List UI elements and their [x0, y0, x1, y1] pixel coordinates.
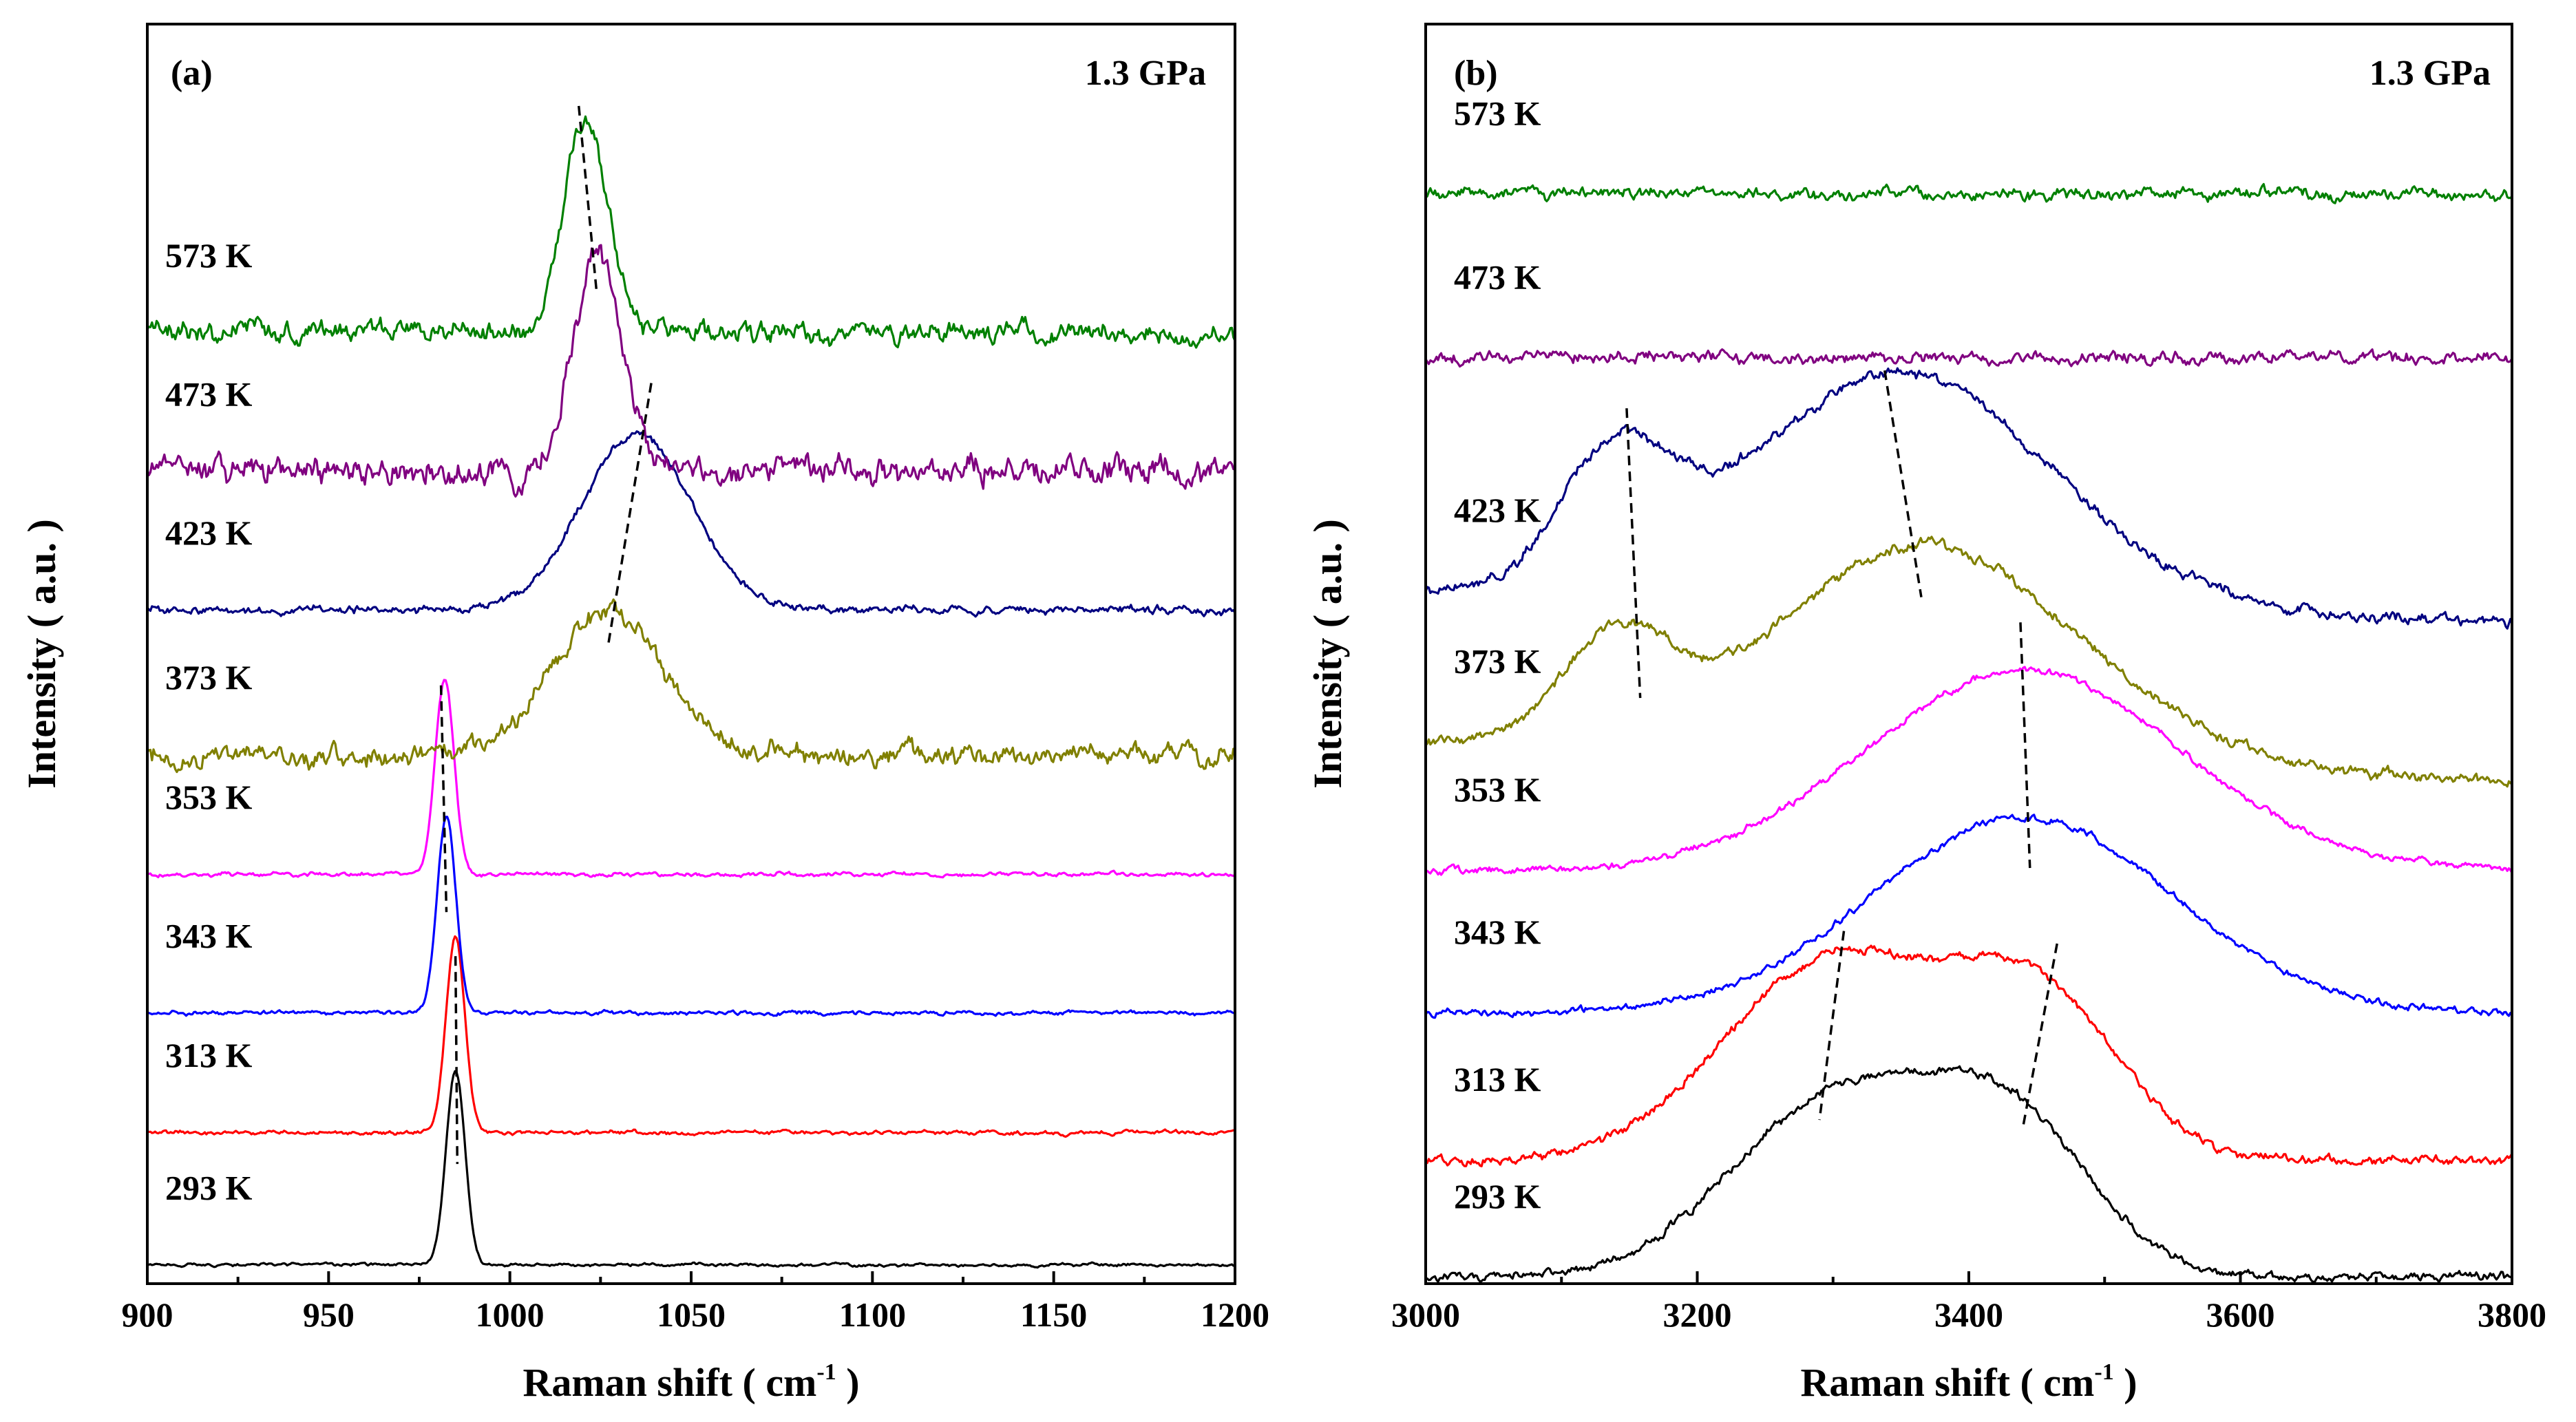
series-line: [146, 430, 1236, 618]
panel-b-traces: [1424, 182, 2513, 1284]
panel-b-frame: [1424, 23, 2513, 1285]
series-line: [1424, 367, 2513, 630]
x-tick-label: 3400: [1934, 1295, 2003, 1334]
series-label: 293 K: [165, 1168, 253, 1207]
x-tick-label: 3600: [2206, 1295, 2275, 1334]
peak-shift-guide: [2019, 622, 2031, 869]
panel-b-x-axis-label: Raman shift ( cm-1 ): [1800, 1359, 2137, 1405]
peak-shift-guide: [1883, 370, 1923, 597]
series-label: 423 K: [165, 513, 253, 552]
x-tick-label: 950: [303, 1295, 355, 1334]
series-line: [147, 816, 1236, 1017]
series-line: [147, 679, 1236, 879]
panel-a-traces: [146, 115, 1236, 1269]
peak-shift-guide: [1818, 931, 1846, 1121]
x-tick-label: 1050: [657, 1295, 726, 1334]
peak-shift-guide: [1625, 408, 1642, 699]
series-label: 573 K: [1454, 94, 1541, 132]
series-label: 473 K: [1454, 257, 1541, 296]
series-line: [1424, 182, 2513, 204]
panel-a-guides: [439, 105, 653, 1165]
series-line: [1425, 535, 2513, 788]
panel-b-x-ticks: 3000 3200 3400 3600 3800: [1391, 1271, 2546, 1334]
x-tick-label: 1100: [839, 1295, 906, 1334]
series-line: [1425, 666, 2513, 876]
x-tick-label: 3200: [1663, 1295, 1732, 1334]
series-line: [146, 598, 1236, 774]
panel-a-trace-labels: 293 K 313 K 343 K 353 K 373 K 423 K 473 K 573 K: [165, 236, 253, 1207]
x-tick-label: 900: [122, 1295, 173, 1334]
peak-shift-guide: [439, 685, 448, 913]
series-label: 343 K: [1454, 913, 1541, 951]
panel-b-guides: [1625, 370, 2058, 1127]
x-tick-label: 1000: [476, 1295, 545, 1334]
panel-a-pressure-annotation: 1.3 GPa: [1085, 54, 1206, 93]
series-label: 373 K: [1454, 641, 1541, 680]
series-line: [146, 244, 1236, 498]
series-label: 373 K: [165, 658, 253, 697]
series-label: 423 K: [1454, 491, 1541, 529]
series-line: [1424, 348, 2513, 368]
panel-b-trace-labels: 293 K 313 K 343 K 353 K 373 K 423 K 473 K 573 K: [1454, 94, 1541, 1216]
series-line: [147, 935, 1236, 1138]
x-tick-label: 1200: [1201, 1295, 1269, 1334]
panel-a-x-ticks: 900 950 1000 1050 1100 1150 1200: [122, 1271, 1269, 1334]
series-label: 473 K: [165, 374, 253, 413]
panel-b: 293 K 313 K 343 K 353 K 373 K 423 K 473 K 573 K…: [1305, 23, 2546, 1405]
series-line: [147, 1070, 1235, 1269]
peak-shift-guide: [454, 956, 459, 1165]
series-label: 353 K: [1454, 770, 1541, 809]
panel-a-x-axis-label: Raman shift ( cm-1 ): [522, 1359, 859, 1405]
x-tick-label: 3000: [1391, 1295, 1460, 1334]
series-label: 293 K: [1454, 1177, 1541, 1216]
x-tick-label: 3800: [2478, 1295, 2546, 1334]
panel-b-y-axis-label: Intensity ( a.u. ): [1305, 519, 1350, 789]
series-label: 313 K: [165, 1036, 253, 1074]
series-label: 313 K: [1454, 1060, 1541, 1099]
x-tick-label: 1150: [1020, 1295, 1087, 1334]
series-line: [1425, 944, 2513, 1167]
peak-shift-guide: [606, 383, 653, 648]
series-label: 573 K: [165, 236, 253, 275]
series-label: 343 K: [165, 916, 253, 955]
series-line: [1425, 1065, 2513, 1284]
panel-a-y-axis-label: Intensity ( a.u. ): [19, 519, 64, 789]
panel-a-frame: [146, 23, 1236, 1285]
series-line: [1424, 814, 2513, 1019]
peak-shift-guide: [2022, 943, 2058, 1127]
panel-b-pressure-annotation: 1.3 GPa: [2369, 54, 2491, 93]
panel-a-label: (a): [171, 54, 213, 93]
panel-a: 293 K 313 K 343 K 353 K 373 K 423 K 473 K 573 K…: [19, 23, 1269, 1405]
series-line: [146, 115, 1236, 349]
panel-b-label: (b): [1454, 54, 1498, 93]
series-label: 353 K: [165, 778, 253, 816]
